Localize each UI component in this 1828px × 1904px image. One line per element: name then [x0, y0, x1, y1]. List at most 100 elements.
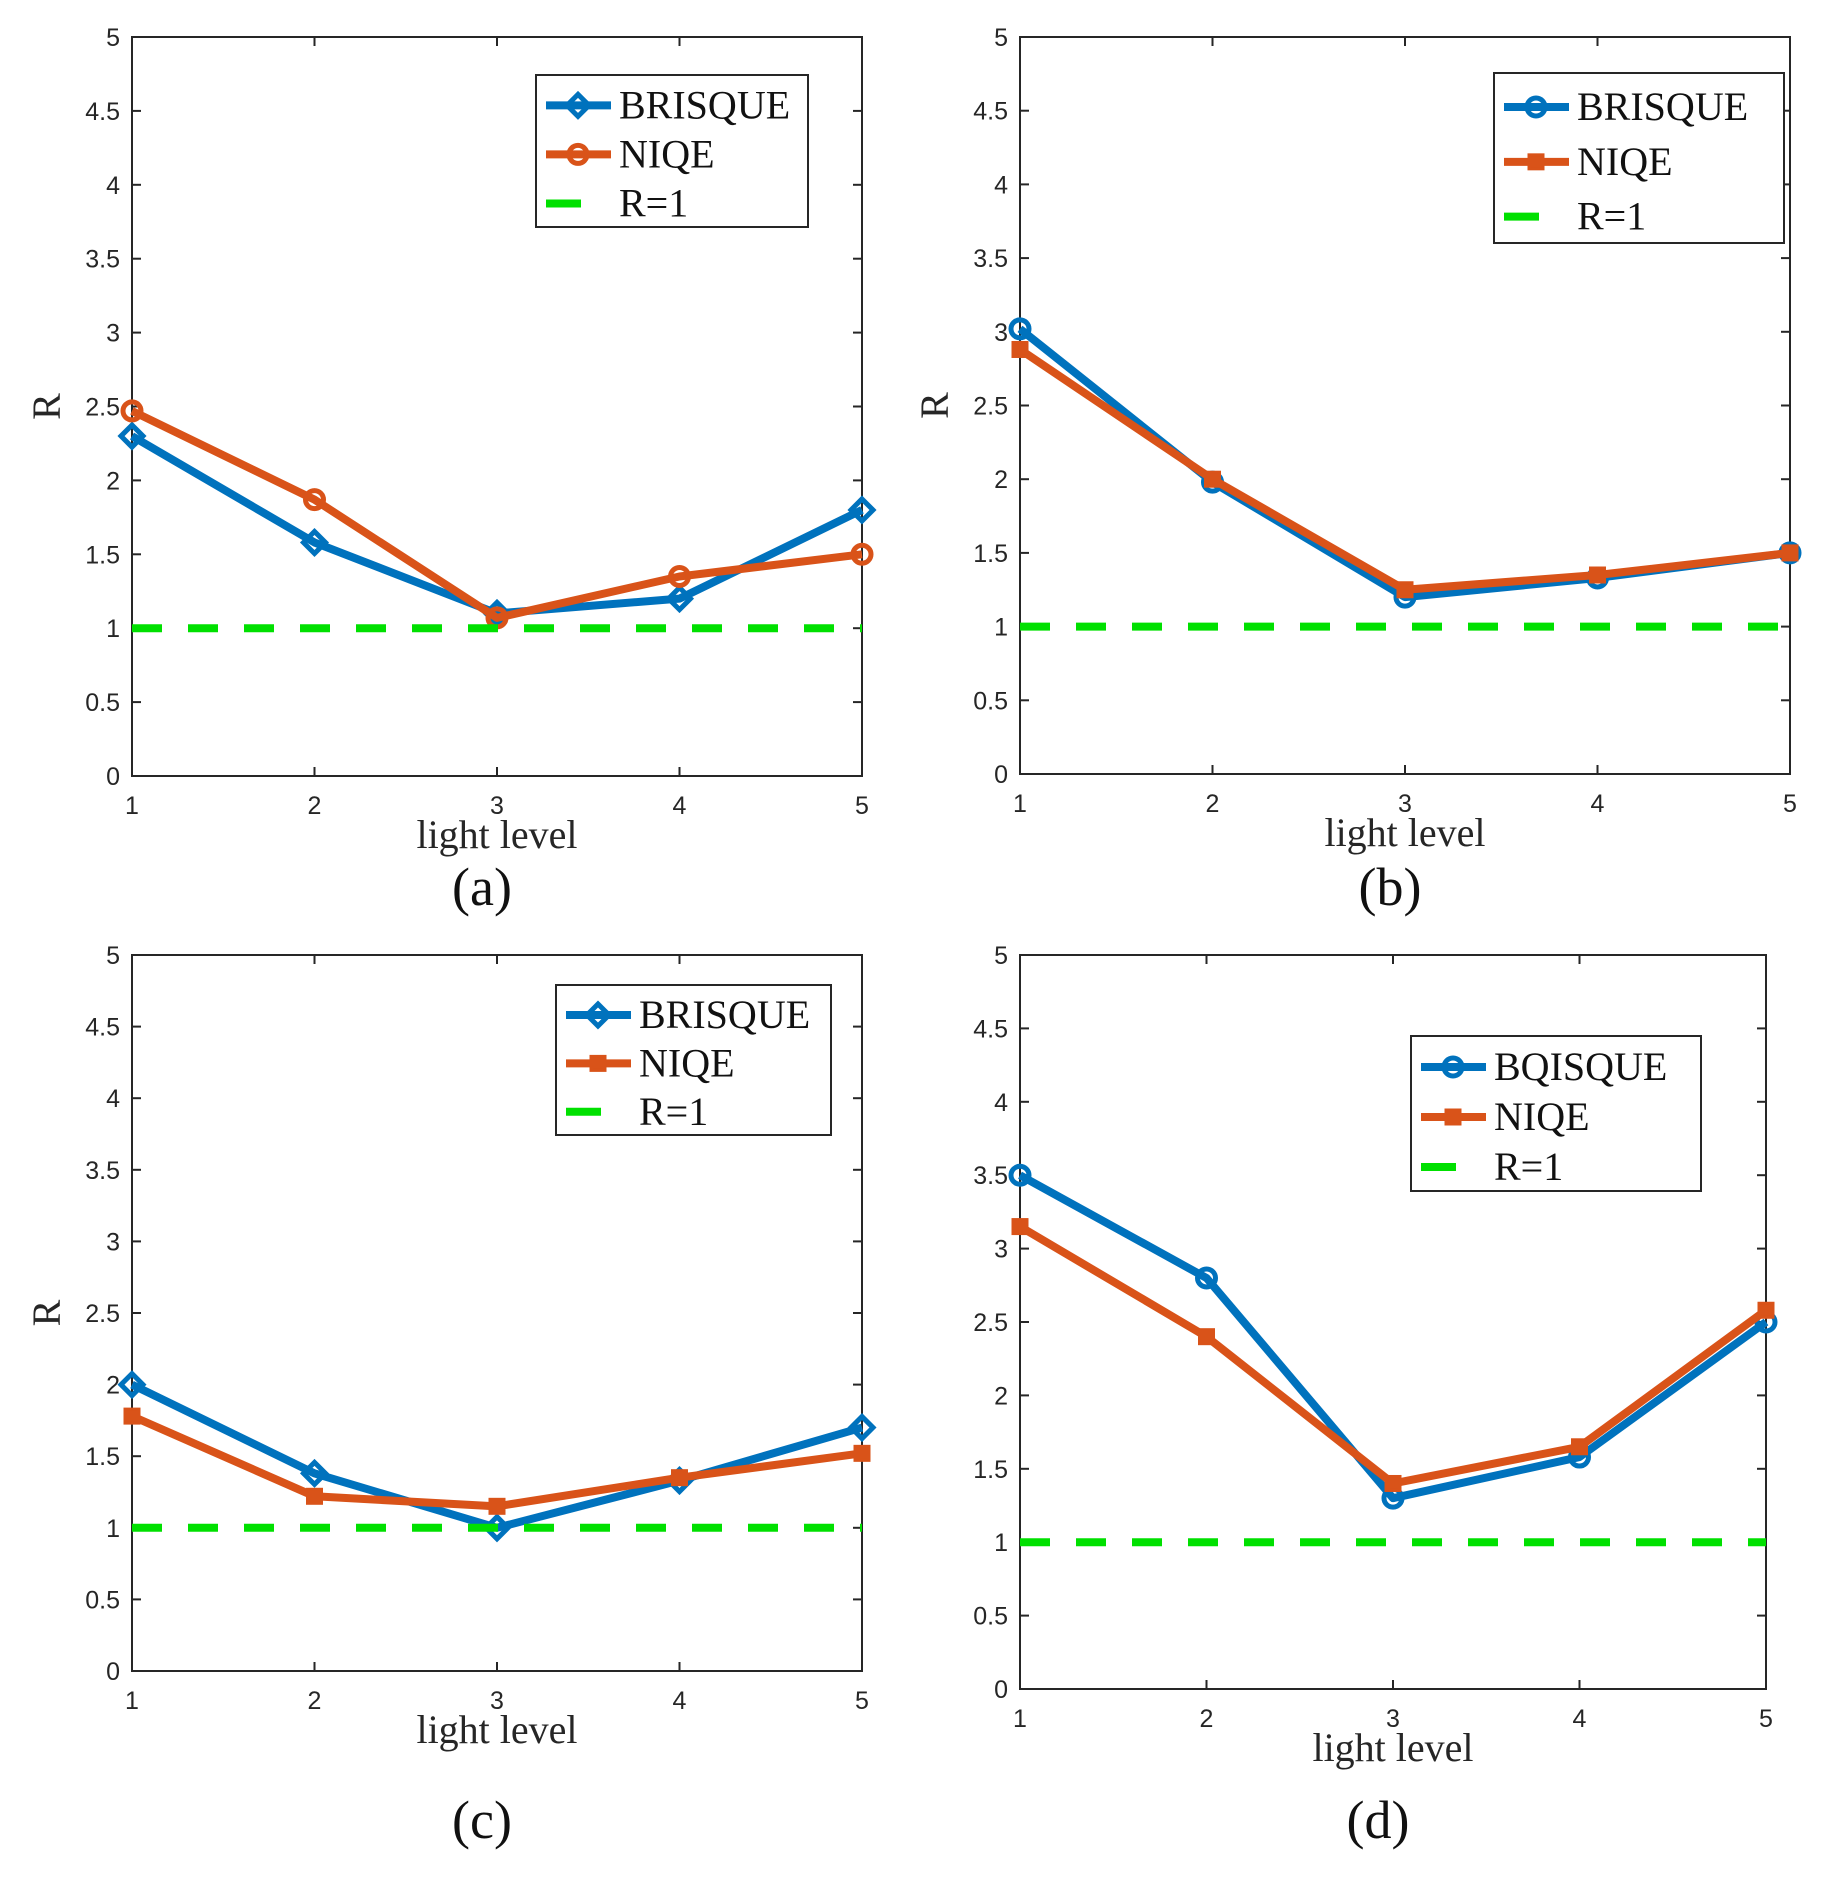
data-point: [1008, 317, 1032, 341]
y-tick-label: 1: [994, 1529, 1008, 1557]
chart-panel-b: 0 0.5 1 1.5 2 2.5 3 3.5 4 4.5 5 1 2 3 4 5 light level R BR…: [912, 24, 1802, 917]
y-tick-label: 0.5: [85, 1586, 120, 1614]
data-point: [1008, 1163, 1032, 1187]
data-point: [1011, 340, 1029, 358]
y-tick-label: 1: [106, 1515, 120, 1543]
y-tick-label: 1.5: [973, 1456, 1008, 1484]
y-tick-label: 5: [994, 24, 1008, 52]
y-tick-label: 5: [994, 942, 1008, 970]
data-point: [1589, 566, 1606, 584]
y-tick-label: 3.5: [85, 246, 120, 274]
legend-entry: NIQE: [1577, 139, 1673, 184]
y-tick-label: 0.5: [973, 1603, 1008, 1631]
legend-entry: NIQE: [619, 131, 715, 176]
x-tick-label: 1: [125, 792, 139, 820]
y-axis-label: R: [24, 1299, 69, 1326]
series-niqe: [1011, 340, 1799, 599]
x-tick-label: 1: [1013, 1705, 1027, 1733]
data-point: [1198, 1328, 1215, 1346]
data-point: [117, 421, 147, 451]
data-point: [668, 564, 691, 588]
y-tick-label: 4: [106, 172, 120, 200]
data-point: [1195, 1266, 1218, 1290]
legend: BQISQUE NIQE R=1: [1410, 1035, 1702, 1192]
panel-label: (d): [1347, 1790, 1410, 1850]
data-point: [1571, 1438, 1588, 1456]
x-tick-label: 3: [1398, 790, 1412, 818]
chart-panel-a: 0 0.5 1 1.5 2 2.5 3 3.5 4 4.5 5 1 2 3 4 5 light level R BR…: [24, 24, 877, 917]
x-tick-label: 3: [490, 792, 504, 820]
x-tick-label: 2: [308, 792, 322, 820]
legend-marker: [1441, 1055, 1465, 1079]
legend: BRISQUE NIQE R=1: [1493, 72, 1785, 244]
y-tick-label: 5: [106, 24, 120, 52]
legend-entry: BRISQUE: [1577, 84, 1748, 129]
data-point: [1757, 1301, 1775, 1319]
x-tick-label: 3: [1386, 1705, 1400, 1733]
y-tick-label: 2: [106, 1372, 120, 1400]
legend-entry: BRISQUE: [619, 82, 790, 127]
y-axis-label: R: [912, 392, 957, 419]
data-point: [1384, 1474, 1402, 1492]
data-point: [306, 1487, 323, 1505]
data-point: [299, 527, 330, 558]
x-tick-label: 4: [1573, 1705, 1587, 1733]
legend-entry: R=1: [639, 1089, 708, 1134]
data-point: [1204, 470, 1221, 488]
y-tick-label: 2.5: [973, 1309, 1008, 1337]
y-tick-label: 2: [106, 467, 120, 495]
series-niqe: [123, 1407, 871, 1515]
x-tick-label: 4: [1591, 790, 1605, 818]
y-tick-label: 0: [106, 1658, 120, 1686]
data-point: [303, 488, 326, 512]
series-line: [130, 407, 863, 622]
legend-marker: [1444, 1108, 1462, 1126]
x-tick-label: 2: [1206, 790, 1220, 818]
data-point: [1011, 1218, 1029, 1236]
y-tick-label: 0.5: [973, 687, 1008, 715]
y-tick-label: 3.5: [973, 1162, 1008, 1190]
x-tick-label: 5: [855, 1687, 869, 1715]
legend-entry: BQISQUE: [1494, 1044, 1667, 1089]
data-point: [488, 1497, 506, 1515]
x-tick-label: 5: [1783, 790, 1797, 818]
y-tick-label: 0: [994, 761, 1008, 789]
y-tick-label: 3: [106, 320, 120, 348]
legend-marker: [1524, 95, 1548, 119]
x-axis-label: light level: [416, 1707, 577, 1752]
data-point: [664, 584, 695, 614]
data-point: [120, 399, 144, 423]
x-tick-label: 1: [125, 1687, 139, 1715]
y-tick-label: 3: [994, 319, 1008, 347]
y-tick-label: 0: [994, 1676, 1008, 1704]
y-tick-label: 4: [106, 1085, 120, 1113]
y-tick-label: 3: [106, 1228, 120, 1256]
y-tick-label: 5: [106, 942, 120, 970]
legend-entry: BRISQUE: [639, 992, 810, 1037]
y-tick-label: 2: [994, 466, 1008, 494]
legend-entry: R=1: [1577, 194, 1646, 239]
data-point: [1781, 544, 1799, 562]
y-tick-label: 4: [994, 1089, 1008, 1117]
x-tick-label: 3: [490, 1687, 504, 1715]
y-tick-label: 4.5: [973, 1015, 1008, 1043]
y-tick-label: 1: [994, 614, 1008, 642]
y-tick-label: 1.5: [973, 540, 1008, 568]
data-point: [847, 495, 877, 525]
legend-entry: NIQE: [639, 1040, 735, 1085]
y-tick-label: 2.5: [973, 393, 1008, 421]
x-tick-label: 4: [673, 1687, 687, 1715]
data-point: [117, 1370, 147, 1400]
x-axis-label: light level: [1324, 810, 1485, 855]
y-tick-label: 1: [106, 615, 120, 643]
data-point: [850, 542, 874, 566]
y-tick-label: 2.5: [85, 394, 120, 422]
x-tick-label: 2: [308, 1687, 322, 1715]
y-tick-label: 4.5: [973, 98, 1008, 126]
chart-panel-c: 0 0.5 1 1.5 2 2.5 3 3.5 4 4.5 5 1 2 3 4 5 light level R BR…: [24, 942, 877, 1850]
chart-panel-d: 0 0.5 1 1.5 2 2.5 3 3.5 4 4.5 5 1 2 3 4 5 light level BQI…: [973, 942, 1778, 1850]
data-point: [1396, 581, 1414, 599]
